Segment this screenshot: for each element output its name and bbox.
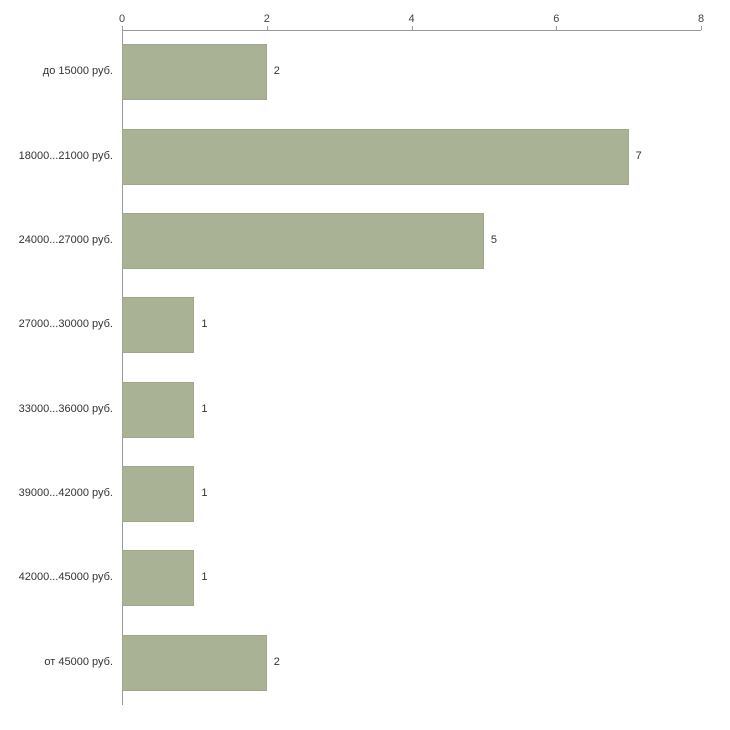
bar-row: от 45000 руб. 2 (0, 621, 730, 705)
bar (122, 297, 195, 354)
bar-value-label: 1 (201, 402, 208, 415)
bar (122, 550, 195, 607)
bar-row: 24000...27000 руб. 5 (0, 199, 730, 283)
x-tick-mark (266, 26, 268, 30)
bar-row: до 15000 руб. 2 (0, 30, 730, 114)
x-tick-label: 2 (263, 13, 270, 25)
bar (122, 44, 267, 101)
category-label: до 15000 руб. (42, 65, 113, 78)
category-label: 18000...21000 руб. (18, 149, 113, 162)
category-label: 27000...30000 руб. (18, 318, 113, 331)
bar (122, 212, 484, 269)
bar (122, 466, 195, 523)
category-label: 24000...27000 руб. (18, 233, 113, 246)
bar-row: 39000...42000 руб. 1 (0, 452, 730, 536)
bar-value-label: 1 (201, 318, 208, 331)
bar (122, 634, 267, 691)
category-label: 39000...42000 руб. (18, 487, 113, 500)
bar (122, 128, 629, 185)
x-tick-mark (122, 26, 123, 30)
bar-value-label: 1 (201, 571, 208, 584)
bar-value-label: 7 (635, 149, 642, 162)
category-label: от 45000 руб. (44, 655, 113, 668)
x-tick-mark (411, 26, 413, 30)
y-axis-line (122, 30, 123, 705)
bar-value-label: 5 (490, 233, 497, 246)
x-tick-label: 4 (408, 13, 415, 25)
bar-row: 18000...21000 руб. 7 (0, 114, 730, 198)
category-label: 33000...36000 руб. (18, 402, 113, 415)
x-tick-mark (556, 26, 558, 30)
x-tick-label: 0 (118, 13, 126, 25)
bar (122, 381, 195, 438)
category-label: 42000...45000 руб. (18, 571, 113, 584)
bar-value-label: 2 (273, 65, 280, 78)
x-tick-mark (701, 26, 702, 30)
bar-value-label: 2 (273, 655, 280, 668)
x-axis-line (122, 30, 701, 31)
bar-row: 27000...30000 руб. 1 (0, 283, 730, 367)
bar-value-label: 1 (201, 487, 208, 500)
x-tick-label: 6 (553, 13, 560, 25)
bar-row: 33000...36000 руб. 1 (0, 368, 730, 452)
x-tick-label: 8 (697, 13, 705, 25)
bar-row: 42000...45000 руб. 1 (0, 536, 730, 620)
